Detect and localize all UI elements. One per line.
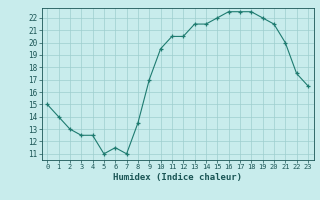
X-axis label: Humidex (Indice chaleur): Humidex (Indice chaleur)	[113, 173, 242, 182]
